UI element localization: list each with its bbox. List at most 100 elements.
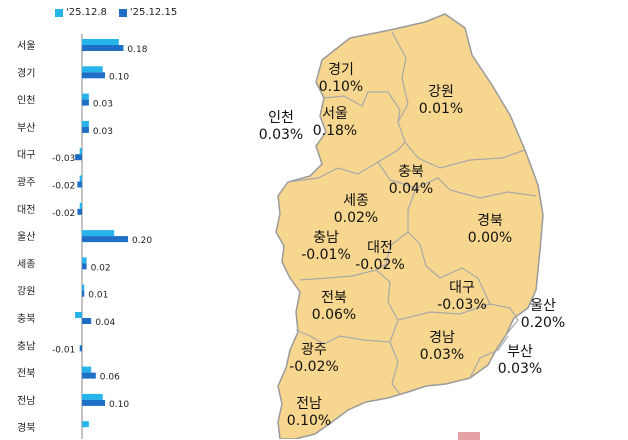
category-label: 대전 xyxy=(17,204,35,216)
category-label: 서울 xyxy=(17,40,35,52)
korea-map xyxy=(275,13,544,439)
value-label: 0.20 xyxy=(132,236,152,246)
value-label: 0.03 xyxy=(93,100,113,110)
bar-current xyxy=(82,126,89,133)
legend-item-current: '25.12.15 xyxy=(118,7,178,18)
category-label: 인천 xyxy=(17,95,35,107)
category-label: 세종 xyxy=(17,258,35,270)
bar-prev xyxy=(82,93,89,100)
category-label: 전남 xyxy=(17,395,35,407)
bar-current xyxy=(82,318,92,324)
category-label: 울산 xyxy=(17,231,35,243)
bar-prev xyxy=(79,175,82,182)
bar-current xyxy=(82,290,85,297)
region-label-jeonbuk: 전북 0.06% xyxy=(312,290,356,324)
region-label-chungnam: 충남 -0.01% xyxy=(301,230,351,264)
region-value: -0.02% xyxy=(355,257,405,273)
region-name: 울산 xyxy=(530,298,556,314)
region-name: 충북 xyxy=(398,164,424,180)
region-name: 인천 xyxy=(268,110,294,126)
bar-current xyxy=(82,99,89,106)
region-label-gyeongnam: 경남 0.03% xyxy=(420,330,464,364)
bar-current xyxy=(77,181,82,188)
legend-swatch-prev xyxy=(55,8,63,17)
chart-legend: '25.12.8 '25.12.15 xyxy=(55,7,177,18)
region-value: 0.06% xyxy=(311,307,357,323)
region-label-sejong: 세종 0.02% xyxy=(334,193,378,227)
category-label: 대구 xyxy=(17,149,35,161)
category-label: 경기 xyxy=(17,66,35,79)
region-value: 0.03% xyxy=(258,127,304,143)
legend-swatch-current xyxy=(118,8,127,17)
category-label: 광주 xyxy=(17,177,35,189)
region-label-gangwon: 강원 0.01% xyxy=(419,84,463,118)
region-value: 0.20% xyxy=(520,315,566,331)
region-value: 0.10% xyxy=(318,79,364,95)
value-label: 0.02 xyxy=(91,263,111,273)
value-label: -0.03 xyxy=(52,154,75,164)
legend-label-current: '25.12.15 xyxy=(129,7,178,18)
bar-current xyxy=(82,236,128,243)
value-label: 0.10 xyxy=(109,72,129,82)
region-value: -0.03% xyxy=(437,297,487,313)
category-label: 충남 xyxy=(17,340,35,352)
region-name: 강원 xyxy=(428,84,454,100)
region-value: 0.03% xyxy=(497,361,543,377)
region-name: 대전 xyxy=(367,240,393,256)
bar-prev xyxy=(75,312,82,318)
value-label: 0.03 xyxy=(93,127,113,137)
region-label-gyeongbuk: 경북 0.00% xyxy=(468,213,512,247)
value-label: 0.04 xyxy=(95,318,115,328)
region-value: -0.01% xyxy=(301,247,351,263)
region-label-seoul: 서울 0.18% xyxy=(313,106,357,140)
region-label-busan: 부산 0.03% xyxy=(498,344,542,378)
region-name: 경기 xyxy=(328,62,354,78)
region-value: 0.04% xyxy=(388,181,434,197)
region-value: 0.01% xyxy=(418,101,464,117)
bar-prev xyxy=(82,366,92,373)
bar-prev xyxy=(79,148,82,155)
region-label-incheon: 인천 0.03% xyxy=(259,110,303,144)
map-legend-swatch xyxy=(458,432,480,440)
bar-current xyxy=(82,45,124,51)
region-label-daejeon: 대전 -0.02% xyxy=(355,240,405,274)
value-label: 0.10 xyxy=(109,400,129,410)
region-value: 0.10% xyxy=(286,413,332,429)
category-label: 전북 xyxy=(17,368,35,380)
region-value: 0.02% xyxy=(333,210,379,226)
region-name: 충남 xyxy=(313,230,339,246)
region-label-gyeonggi: 경기 0.10% xyxy=(319,62,363,96)
value-label: 0.18 xyxy=(127,45,147,55)
regional-bar-chart: 서울 0.18 경기 0.10 인천 0.03 부산 0.03 대구 -0.03 광주 -0.02 대전… xyxy=(17,34,152,439)
bar-current xyxy=(82,372,96,379)
region-name: 서울 xyxy=(322,106,348,122)
value-label: -0.02 xyxy=(52,209,75,219)
bar-current xyxy=(82,263,87,270)
bar-prev xyxy=(82,284,85,291)
bar-prev xyxy=(82,230,115,237)
region-value: -0.02% xyxy=(289,359,339,375)
region-name: 전남 xyxy=(296,396,322,412)
bar-current xyxy=(77,208,82,215)
category-label: 충북 xyxy=(17,313,35,325)
bar-current xyxy=(79,345,82,352)
legend-item-prev: '25.12.8 xyxy=(55,7,107,18)
value-label: -0.02 xyxy=(52,182,75,192)
bar-prev xyxy=(82,257,87,264)
bar-prev xyxy=(82,120,89,127)
value-label: -0.01 xyxy=(52,345,75,355)
bar-prev xyxy=(82,66,103,73)
region-value: 0.03% xyxy=(419,347,465,363)
region-label-chungbuk: 충북 0.04% xyxy=(389,164,433,198)
category-label: 경북 xyxy=(17,421,35,434)
region-name: 경남 xyxy=(429,330,455,346)
region-name: 광주 xyxy=(301,342,327,358)
bar-current xyxy=(82,399,105,406)
region-name: 세종 xyxy=(343,193,369,209)
region-name: 경북 xyxy=(477,213,503,229)
bar-prev xyxy=(82,393,103,400)
bar-current xyxy=(82,72,105,79)
region-label-daegu: 대구 -0.03% xyxy=(437,280,487,314)
region-value: 0.18% xyxy=(312,123,358,139)
category-label: 부산 xyxy=(17,122,35,134)
